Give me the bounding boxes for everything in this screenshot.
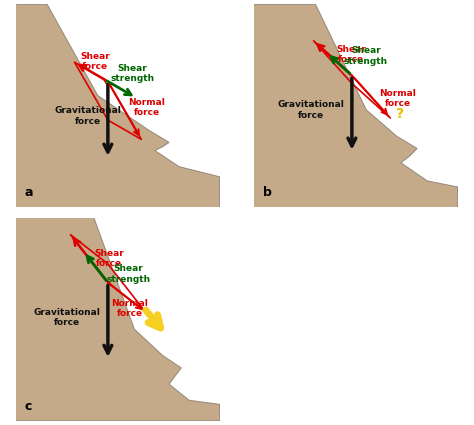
Polygon shape bbox=[17, 218, 219, 421]
Text: b: b bbox=[263, 186, 272, 199]
Text: c: c bbox=[25, 400, 32, 413]
Text: Shear
force: Shear force bbox=[80, 52, 110, 71]
Text: Gravitational
force: Gravitational force bbox=[278, 100, 345, 120]
Text: Shear
strength: Shear strength bbox=[344, 46, 388, 66]
Text: ?: ? bbox=[396, 107, 404, 121]
Text: Normal
force: Normal force bbox=[111, 299, 148, 318]
Text: Normal
force: Normal force bbox=[379, 89, 416, 108]
Polygon shape bbox=[17, 4, 219, 207]
Text: Shear
force: Shear force bbox=[336, 45, 365, 64]
Text: a: a bbox=[25, 186, 33, 199]
Polygon shape bbox=[255, 4, 457, 207]
Text: Normal
force: Normal force bbox=[128, 98, 165, 117]
Text: Gravitational
force: Gravitational force bbox=[34, 308, 100, 327]
Text: Shear
force: Shear force bbox=[94, 249, 124, 268]
Text: Shear
strength: Shear strength bbox=[110, 64, 155, 83]
Text: Gravitational
force: Gravitational force bbox=[54, 107, 121, 126]
Text: Shear
strength: Shear strength bbox=[107, 264, 151, 284]
